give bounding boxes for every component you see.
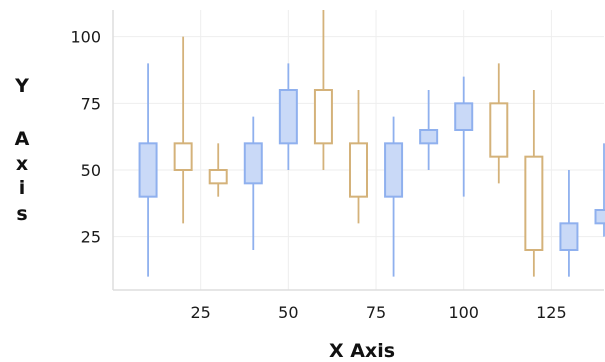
x-tick-label: 50	[278, 303, 298, 322]
candle-body	[454, 102, 474, 132]
y-axis-title-letter: A	[15, 128, 30, 150]
candle-body	[278, 89, 298, 145]
candle	[594, 143, 605, 237]
candle	[489, 63, 509, 184]
candle	[173, 36, 193, 224]
y-tick-label: 100	[70, 28, 101, 47]
x-tick-label: 25	[190, 303, 210, 322]
y-axis-title-letter: Y	[14, 75, 29, 97]
x-tick-label: 125	[536, 303, 567, 322]
candle	[349, 90, 368, 224]
x-tick-label: 75	[366, 303, 386, 322]
candle-body	[594, 209, 605, 225]
candles	[138, 10, 605, 277]
y-axis-title-letter: i	[19, 177, 26, 199]
candle-body	[313, 89, 333, 145]
y-axis-title-letter: x	[16, 153, 28, 175]
candle-body	[524, 155, 544, 252]
y-axis-title-letter: s	[16, 203, 27, 225]
y-tick-label: 50	[81, 161, 101, 180]
x-axis-title: X Axis	[329, 340, 395, 362]
candle	[454, 76, 474, 197]
x-tick-label: 100	[448, 303, 479, 322]
y-tick-label: 75	[81, 94, 101, 113]
candle	[559, 170, 579, 277]
candle-body	[208, 169, 228, 185]
y-axis-title: Y Axis	[14, 75, 30, 225]
candle-body	[489, 102, 509, 158]
candle-body	[138, 142, 158, 198]
candle-body	[559, 222, 579, 251]
candle-body	[384, 142, 404, 198]
x-tick-labels: 25 50 75 100 125	[190, 303, 566, 322]
candle	[419, 90, 439, 170]
candle-body	[173, 142, 193, 171]
y-tick-labels: 25 50 75 100	[70, 28, 101, 247]
candle	[278, 63, 298, 170]
candle	[384, 116, 404, 277]
candle-body	[419, 129, 439, 145]
candle	[524, 90, 544, 277]
candle	[313, 10, 333, 170]
candle-body	[243, 142, 263, 185]
candle	[138, 63, 158, 277]
candle-body	[349, 142, 368, 198]
candle	[243, 116, 263, 250]
candle	[208, 143, 228, 197]
y-tick-label: 25	[81, 228, 101, 247]
axes	[112, 10, 604, 291]
